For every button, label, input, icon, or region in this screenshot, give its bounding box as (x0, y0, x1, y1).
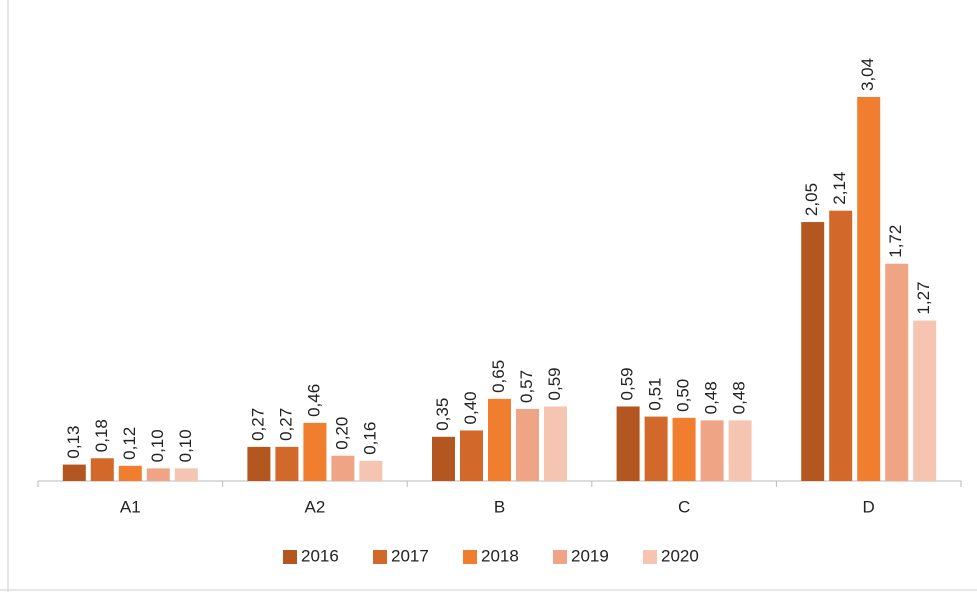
value-label: 1,27 (914, 281, 933, 314)
value-label: 0,12 (120, 427, 139, 460)
value-label: 0,46 (304, 384, 323, 417)
bar (672, 417, 696, 481)
value-label: 0,65 (489, 360, 508, 393)
legend-label: 2020 (661, 546, 699, 565)
bar (544, 406, 567, 481)
bar (359, 460, 383, 481)
bar (303, 422, 327, 481)
value-label: 0,27 (276, 408, 295, 441)
value-label: 0,48 (702, 381, 721, 414)
x-tick-label: B (494, 497, 505, 516)
value-label: 0,50 (674, 379, 693, 412)
value-label: 0,35 (433, 398, 452, 431)
value-label: 2,14 (830, 172, 849, 205)
value-label: 0,16 (360, 422, 379, 455)
value-label: 0,40 (461, 391, 480, 424)
x-tick-label: A1 (120, 497, 141, 516)
value-label: 1,72 (886, 225, 905, 258)
value-label: 0,57 (517, 370, 536, 403)
value-label: 0,48 (730, 381, 749, 414)
bar (616, 406, 640, 481)
value-label: 3,04 (858, 58, 877, 91)
value-label: 0,51 (646, 377, 665, 410)
bar (247, 446, 271, 481)
bar (885, 263, 909, 481)
bar (488, 398, 511, 481)
value-label: 0,59 (618, 367, 637, 400)
legend-swatch (553, 550, 567, 564)
value-label: 0,10 (148, 429, 167, 462)
bar (801, 222, 825, 482)
value-label: 0,13 (64, 425, 83, 458)
bar (700, 420, 724, 481)
value-label: 0,59 (545, 367, 564, 400)
value-label: 0,10 (176, 429, 195, 462)
bar (857, 97, 881, 481)
value-label: 0,27 (248, 408, 267, 441)
bar (90, 458, 114, 481)
legend-label: 2016 (301, 546, 339, 565)
value-label: 0,20 (332, 417, 351, 450)
bar (275, 446, 299, 481)
bar (913, 320, 937, 481)
value-label: 2,05 (802, 183, 821, 216)
bar (146, 468, 170, 481)
legend-swatch (643, 550, 657, 564)
x-tick-label: C (678, 497, 690, 516)
bar (118, 465, 142, 481)
legend-swatch (283, 550, 297, 564)
bar (516, 409, 539, 481)
bar (62, 464, 86, 481)
legend-label: 2018 (481, 546, 519, 565)
x-tick-label: A2 (305, 497, 326, 516)
legend-label: 2019 (571, 546, 609, 565)
bar (728, 420, 752, 481)
legend-swatch (373, 550, 387, 564)
bar (432, 436, 455, 481)
bar (331, 455, 355, 481)
value-label: 0,18 (92, 419, 111, 452)
bar (644, 416, 668, 481)
legend-label: 2017 (391, 546, 429, 565)
legend-swatch (463, 550, 477, 564)
bar (174, 468, 198, 481)
bar (460, 430, 483, 481)
x-tick-label: D (863, 497, 875, 516)
bar (829, 210, 853, 481)
